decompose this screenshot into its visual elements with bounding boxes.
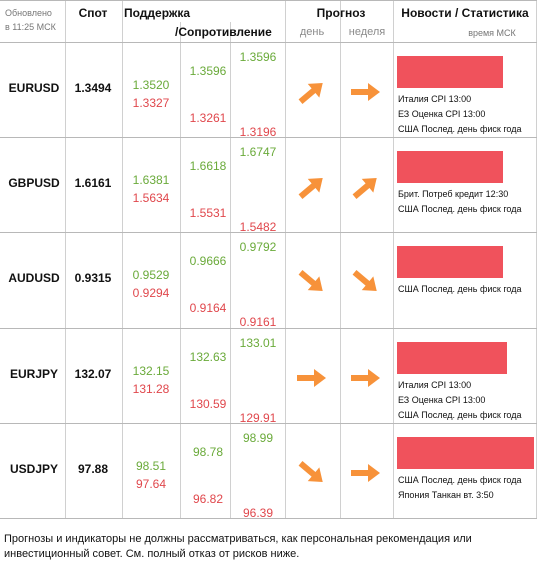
support-level: 0.9164 — [189, 301, 227, 316]
header-week: неделя — [348, 26, 386, 38]
pair: EURUSD — [8, 81, 60, 95]
support-level: 129.91 — [239, 410, 277, 425]
header-support: Поддержка — [124, 6, 191, 20]
news-bar — [397, 56, 503, 88]
pair: GBPUSD — [8, 176, 60, 191]
news-item: США Послед. день фиск года — [398, 204, 522, 215]
spot: 132.07 — [74, 366, 112, 381]
news-bar — [397, 341, 507, 374]
support-level: 97.64 — [135, 476, 167, 491]
resistance-level: 1.3596 — [189, 64, 227, 78]
header-updated: в 11:25 МСК — [5, 22, 56, 32]
support-level: 1.5482 — [239, 220, 277, 235]
news-item: ЕЗ Оценка CPI 13:00 — [398, 394, 486, 405]
pair: EURJPY — [9, 366, 59, 381]
news-bar — [397, 436, 534, 469]
resistance-level: 0.9666 — [189, 254, 227, 269]
row-divider — [0, 232, 537, 234]
header-forecast: Прогноз — [316, 6, 366, 20]
pair: USDJPY — [9, 461, 59, 476]
forecast-arrow — [298, 460, 323, 482]
news-item: США Послед. день фиск года — [398, 474, 522, 485]
forecast-arrow — [351, 368, 380, 387]
resistance-level: 1.3596 — [239, 50, 277, 64]
resistance-level: 133.01 — [239, 335, 277, 350]
resistance-level: 1.6747 — [239, 145, 277, 160]
forecast-arrow — [352, 270, 377, 292]
support-level: 1.3327 — [132, 96, 170, 110]
support-level: 1.5531 — [189, 206, 227, 221]
resistance-level: 1.6381 — [132, 173, 170, 188]
support-level: 1.3261 — [189, 111, 227, 125]
resistance-level: 132.63 — [189, 349, 227, 364]
row-divider — [0, 327, 537, 329]
support-level: 0.9161 — [239, 315, 277, 330]
support-level: 0.9294 — [132, 286, 170, 301]
news-item: Италия CPI 13:00 — [398, 94, 472, 104]
support-level: 130.59 — [189, 396, 227, 411]
header-resistance: /Сопротивление — [175, 25, 272, 39]
resistance-level: 1.3520 — [132, 78, 170, 92]
support-level: 1.5634 — [132, 191, 170, 206]
header-time: время МСК — [468, 28, 516, 38]
spot: 1.6161 — [74, 176, 112, 191]
pair: AUDUSD — [8, 271, 60, 286]
news-item: Япония Танкан вт. 3:50 — [398, 489, 494, 500]
resistance-level: 98.99 — [242, 430, 274, 445]
header-updated: Обновлено — [5, 8, 52, 18]
news-item: США Послед. день фиск года — [398, 409, 522, 420]
news-item: США Послед. день фиск года — [398, 284, 522, 295]
forecast-arrow — [352, 178, 377, 200]
spot: 1.3494 — [74, 81, 112, 95]
resistance-level: 98.51 — [135, 458, 167, 473]
forecast-arrow — [297, 368, 326, 387]
support-level: 1.3196 — [239, 125, 277, 139]
row-divider — [0, 42, 537, 43]
column-divider — [393, 0, 394, 518]
news-bar — [397, 246, 503, 279]
news-item: ЕЗ Оценка CPI 13:00 — [398, 109, 486, 119]
resistance-level: 0.9529 — [132, 268, 170, 283]
support-level: 96.39 — [242, 505, 274, 520]
column-divider — [65, 0, 66, 518]
row-divider — [0, 518, 537, 519]
resistance-level: 0.9792 — [239, 240, 277, 255]
forecast-arrow — [298, 270, 323, 292]
row-divider — [0, 422, 537, 424]
column-divider — [285, 0, 286, 518]
news-item: США Послед. день фиск года — [398, 124, 522, 134]
column-divider — [122, 0, 123, 518]
header-spot: Спот — [78, 6, 108, 20]
row-divider — [0, 0, 537, 1]
resistance-level: 98.78 — [192, 444, 224, 459]
resistance-level: 132.15 — [132, 363, 170, 378]
header-day: день — [299, 26, 325, 38]
disclaimer: Прогнозы и индикаторы не должны рассматр… — [4, 533, 472, 560]
resistance-level: 1.6618 — [189, 159, 227, 174]
column-divider — [340, 0, 341, 518]
news-bar — [397, 151, 503, 184]
header-news: Новости / Статистика — [401, 6, 529, 20]
support-level: 96.82 — [192, 491, 224, 506]
row-divider — [0, 137, 537, 139]
forecast-arrow — [351, 463, 380, 482]
column-divider — [180, 22, 181, 518]
spot: 97.88 — [77, 461, 109, 476]
spot: 0.9315 — [74, 271, 112, 286]
column-divider — [230, 22, 231, 518]
forecast-arrow — [298, 178, 323, 200]
support-level: 131.28 — [132, 381, 170, 396]
forecast-arrow — [351, 83, 380, 101]
news-item: Брит. Потреб кредит 12:30 — [398, 189, 509, 200]
forecast-arrow — [298, 83, 323, 104]
news-item: Италия CPI 13:00 — [398, 379, 472, 390]
